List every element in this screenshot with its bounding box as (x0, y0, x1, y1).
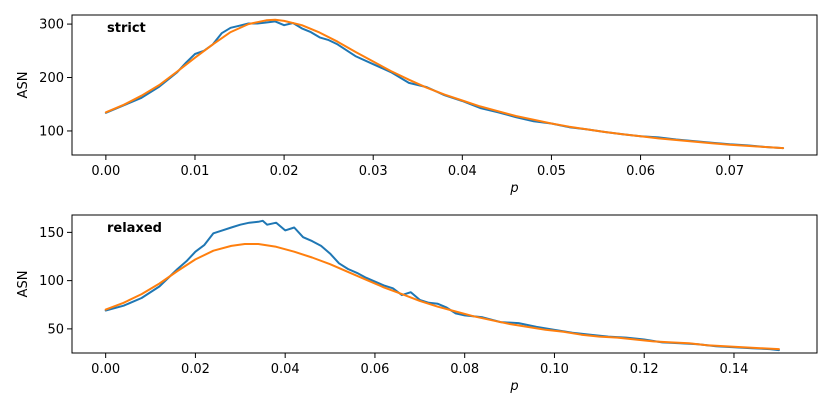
series-line-0 (104, 20, 785, 150)
x-tick-label: 0.10 (540, 362, 569, 377)
y-axis-label: ASN (16, 271, 31, 298)
x-tick-label: 0.04 (271, 362, 300, 377)
panel-0: 0.00 0.01 0.02 0.03 0.04 0.05 0.06 0.07 100 200 30… (16, 14, 818, 196)
x-tick-label: 0.02 (181, 362, 210, 377)
y-tick-label: 150 (39, 226, 64, 241)
panel-title: strict (107, 21, 146, 36)
x-tick-label: 0.06 (626, 164, 655, 179)
x-tick-label: 0.06 (360, 362, 389, 377)
x-tick-label: 0.03 (359, 164, 388, 179)
y-axis-label: ASN (16, 72, 31, 99)
x-tick-label: 0.14 (719, 362, 748, 377)
x-tick-label: 0.01 (181, 164, 210, 179)
x-axis-label: p (509, 181, 518, 196)
x-tick-label: 0.02 (270, 164, 299, 179)
x-tick-label: 0.00 (91, 164, 120, 179)
x-tick-label: 0.12 (630, 362, 659, 377)
x-tick-label: 0.07 (715, 164, 744, 179)
y-tick-label: 100 (39, 124, 64, 139)
panel-title: relaxed (107, 221, 162, 236)
axes-frame (71, 214, 818, 354)
y-tick-label: 200 (39, 71, 64, 86)
axes-frame (71, 14, 818, 156)
series-line-0 (104, 219, 780, 352)
y-tick-label: 50 (47, 322, 64, 337)
series-line-1 (104, 18, 785, 150)
x-tick-label: 0.04 (448, 164, 477, 179)
series-line-1 (104, 243, 780, 351)
y-tick-label: 300 (39, 18, 64, 33)
x-tick-label: 0.08 (450, 362, 479, 377)
panel-1: 0.00 0.02 0.04 0.06 0.08 0.10 0.12 0.14 50 100 150… (16, 214, 818, 394)
x-tick-label: 0.05 (537, 164, 566, 179)
x-axis-label: p (509, 379, 518, 394)
x-tick-label: 0.00 (91, 362, 120, 377)
y-tick-label: 100 (39, 274, 64, 289)
